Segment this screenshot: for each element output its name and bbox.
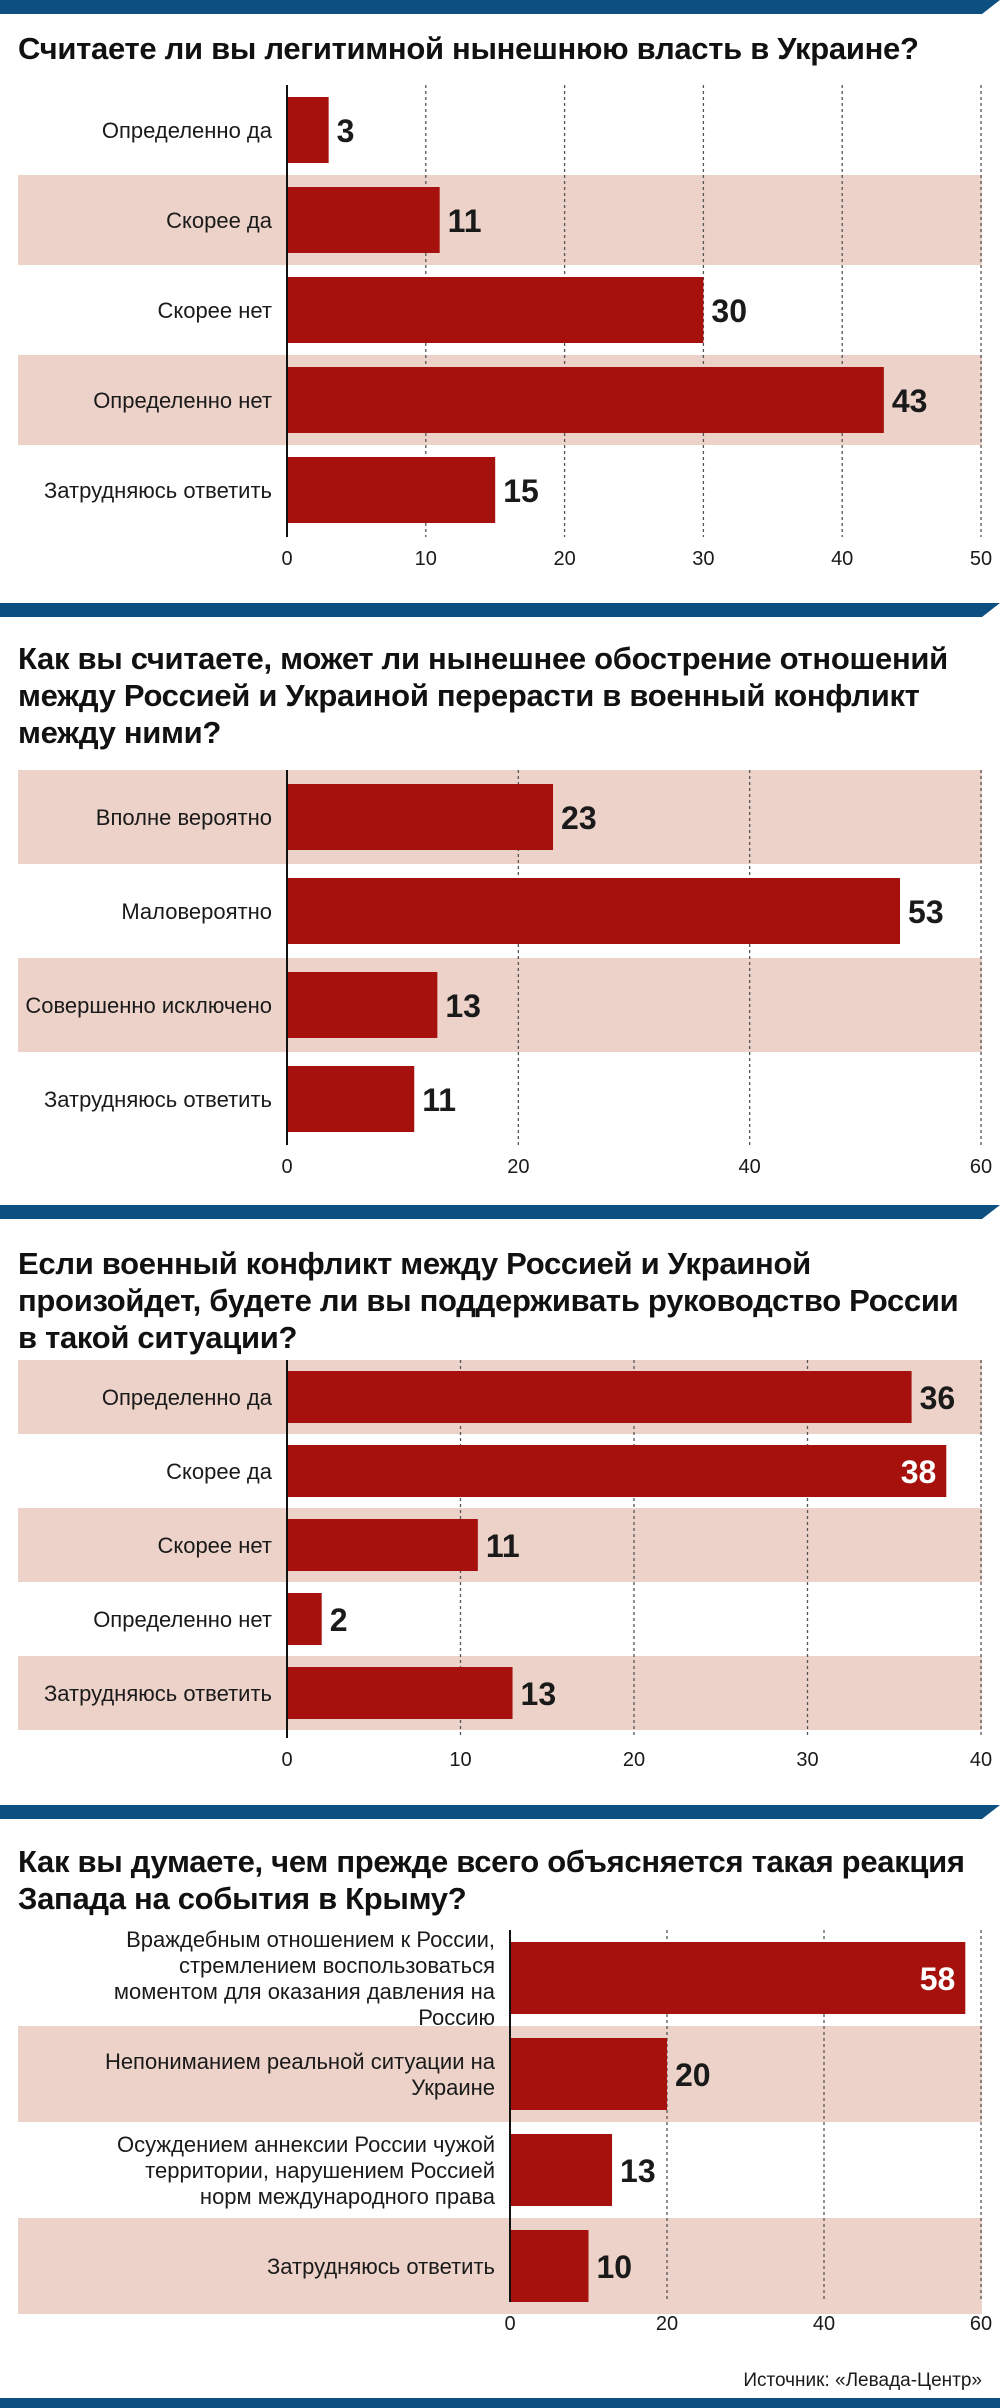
bar — [287, 1445, 947, 1497]
category-label: Осуждением аннексии России чужой территор… — [117, 2132, 496, 2209]
bar-value-label: 10 — [597, 2249, 633, 2285]
bar-value-label: 58 — [920, 1961, 956, 1997]
tick-label: 0 — [281, 1749, 292, 1771]
bar — [287, 367, 884, 433]
category-label: Определенно да — [102, 1385, 273, 1410]
tick-label: 40 — [970, 1749, 992, 1771]
chart-title-west: Как вы думаете, чем прежде всего объясня… — [18, 1844, 965, 1916]
chart-conflict-svg: 23 Вполне вероятно 53 Маловероятно 13 Соверше… — [18, 770, 992, 1178]
tick-label: 20 — [553, 548, 575, 570]
section-divider-3 — [0, 1205, 1000, 1219]
bar-value-label: 3 — [337, 113, 355, 149]
bar — [287, 972, 438, 1038]
category-label: Маловероятно — [121, 899, 272, 924]
bar-value-label: 11 — [448, 203, 482, 239]
bar-value-label: 11 — [486, 1528, 520, 1564]
tick-label: 40 — [739, 1156, 761, 1178]
category-label: Вполне вероятно — [96, 805, 272, 830]
category-label: Затрудняюсь ответить — [44, 1681, 272, 1706]
tick-label: 40 — [831, 548, 853, 570]
tick-label: 20 — [623, 1749, 645, 1771]
tick-label: 50 — [970, 548, 992, 570]
category-label: Затрудняюсь ответить — [44, 478, 272, 503]
bar — [287, 187, 440, 253]
tick-label: 20 — [507, 1156, 529, 1178]
chart-west-svg: 58 Враждебным отношением к России, стремле… — [18, 1930, 992, 2335]
source-note: Источник: «Левада-Центр» — [743, 2370, 982, 2391]
chart-support-svg: 36 Определенно да 38 Скорее да 11 Скорее нет 2… — [18, 1360, 992, 1771]
category-label: Затрудняюсь ответить — [44, 1087, 272, 1112]
bar-value-label: 23 — [561, 800, 597, 836]
category-label: Определенно да — [102, 118, 273, 143]
bar-value-label: 13 — [521, 1676, 557, 1712]
bar — [287, 784, 554, 850]
category-label: Определенно нет — [93, 388, 272, 413]
row-band — [18, 2218, 982, 2314]
chart-support: 36 Определенно да 38 Скорее да 11 Скорее нет 2… — [0, 1360, 1000, 1780]
bar-value-label: 53 — [908, 894, 944, 930]
bar — [287, 1066, 415, 1132]
bar — [510, 2230, 589, 2302]
tick-label: 30 — [796, 1749, 818, 1771]
row-band — [18, 958, 982, 1052]
category-label: Скорее нет — [157, 1533, 272, 1558]
bar — [287, 1667, 513, 1719]
tick-label: 40 — [813, 2313, 835, 2335]
bar-value-label: 30 — [711, 293, 747, 329]
chart-legitimacy-svg: 3 Определенно да 11 Скорее да 30 Скорее нет 43… — [18, 85, 992, 570]
bar — [287, 97, 329, 163]
section-divider-2 — [0, 603, 1000, 617]
section-divider-4 — [0, 1805, 1000, 1819]
bar — [287, 457, 496, 523]
bar — [287, 878, 901, 944]
bar-value-label: 36 — [920, 1380, 956, 1416]
category-label: Непониманием реальной ситуации на Украине — [105, 2049, 496, 2100]
tick-label: 0 — [281, 1156, 292, 1178]
bar — [510, 2038, 667, 2110]
bar — [287, 277, 704, 343]
bar — [510, 2134, 613, 2206]
chart-conflict: 23 Вполне вероятно 53 Маловероятно 13 Соверше… — [0, 770, 1000, 1190]
row-band — [18, 2026, 982, 2122]
bar-value-label: 2 — [330, 1602, 348, 1638]
tick-label: 0 — [281, 548, 292, 570]
chart-title-support: Если военный конфликт между Россией и Ук… — [18, 1246, 959, 1355]
row-band — [18, 1508, 982, 1582]
section-divider-1 — [0, 0, 1000, 14]
category-label: Скорее да — [166, 1459, 273, 1484]
tick-label: 20 — [656, 2313, 678, 2335]
tick-label: 60 — [970, 1156, 992, 1178]
bottom-bar — [0, 2398, 1000, 2408]
bar — [510, 1942, 966, 2014]
bar-value-label: 15 — [503, 473, 539, 509]
category-label: Скорее нет — [157, 298, 272, 323]
bar-value-label: 11 — [422, 1082, 456, 1118]
row-band — [18, 175, 982, 265]
category-label: Определенно нет — [93, 1607, 272, 1632]
tick-label: 10 — [415, 548, 437, 570]
bar-value-label: 13 — [445, 988, 481, 1024]
bar — [287, 1371, 912, 1423]
tick-label: 10 — [449, 1749, 471, 1771]
category-label: Совершенно исключено — [25, 993, 272, 1018]
tick-label: 30 — [692, 548, 714, 570]
tick-label: 0 — [504, 2313, 515, 2335]
chart-legitimacy: 3 Определенно да 11 Скорее да 30 Скорее нет 43… — [0, 85, 1000, 595]
bar-value-label: 38 — [901, 1454, 937, 1490]
chart-west: 58 Враждебным отношением к России, стремле… — [0, 1930, 1000, 2370]
category-label: Враждебным отношением к России, стремлени… — [114, 1930, 496, 2030]
bar — [287, 1519, 478, 1571]
category-label: Затрудняюсь ответить — [267, 2254, 495, 2279]
bar-value-label: 13 — [620, 2153, 656, 2189]
tick-label: 60 — [970, 2313, 992, 2335]
chart-title-legitimacy: Считаете ли вы легитимной нынешнюю власт… — [18, 31, 919, 66]
bar-value-label: 20 — [675, 2057, 711, 2093]
category-label: Скорее да — [166, 208, 273, 233]
chart-title-conflict: Как вы считаете, может ли нынешнее обост… — [18, 641, 948, 750]
bar — [287, 1593, 322, 1645]
bar-value-label: 43 — [892, 383, 928, 419]
